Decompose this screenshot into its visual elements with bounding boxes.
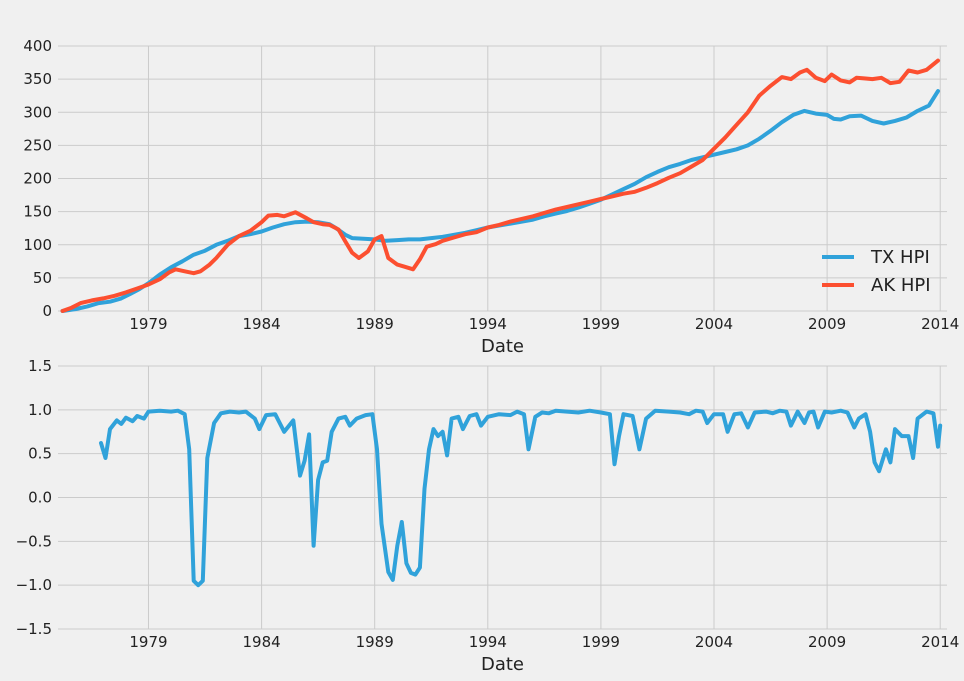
series-line-correlation <box>99 408 943 588</box>
y-tick-label: 400 <box>23 37 52 55</box>
legend: TX HPI AK HPI <box>822 247 931 296</box>
x-tick-label: 1994 <box>469 315 507 333</box>
y-tick-label: 350 <box>23 70 52 88</box>
x-tick-label: 1999 <box>582 633 620 651</box>
y-tick-label: 300 <box>23 103 52 121</box>
panel-1: 0 50 100 150 200 250 300 350 400 1979 1984 1989 1994… <box>23 37 959 357</box>
x-tick-label: 1984 <box>242 633 280 651</box>
x-tick-label: 1979 <box>129 633 167 651</box>
x-axis-label: Date <box>481 336 524 357</box>
x-tick-label: 1989 <box>356 315 394 333</box>
y-tick-label: 50 <box>33 269 52 287</box>
y-tick-label: 200 <box>23 170 52 188</box>
x-tick-label: 2004 <box>695 633 733 651</box>
x-tick-label: 2009 <box>808 633 846 651</box>
y-tick-label: −1.0 <box>16 576 52 594</box>
x-tick-label: 1984 <box>242 315 280 333</box>
x-tick-label: 1994 <box>469 633 507 651</box>
series-line-ak-hpi <box>60 58 940 313</box>
x-tick-label: 1999 <box>582 315 620 333</box>
y-tick-label: 100 <box>23 236 52 254</box>
y-tick-label: 1.0 <box>28 401 52 419</box>
y-tick-label: 150 <box>23 203 52 221</box>
y-tick-label: −1.5 <box>16 620 52 638</box>
x-tick-label: 2014 <box>921 315 959 333</box>
x-tick-label: 2014 <box>921 633 959 651</box>
y-tick-label: 250 <box>23 136 52 154</box>
x-tick-label: 1989 <box>356 633 394 651</box>
x-tick-label: 1979 <box>129 315 167 333</box>
x-axis-label: Date <box>481 654 524 675</box>
panel-2: −1.5 −1.0 −0.5 0.0 0.5 1.0 1.5 1979 1984 1989 1994… <box>16 357 960 675</box>
x-tick-label: 2004 <box>695 315 733 333</box>
y-tick-label: −0.5 <box>16 532 52 550</box>
y-tick-label: 1.5 <box>28 357 52 375</box>
x-tick-label: 2009 <box>808 315 846 333</box>
y-tick-label: 0 <box>42 302 52 320</box>
legend-label: TX HPI <box>870 247 930 268</box>
y-tick-label: 0.5 <box>28 445 52 463</box>
legend-label: AK HPI <box>871 275 931 296</box>
y-tick-label: 0.0 <box>28 489 52 507</box>
